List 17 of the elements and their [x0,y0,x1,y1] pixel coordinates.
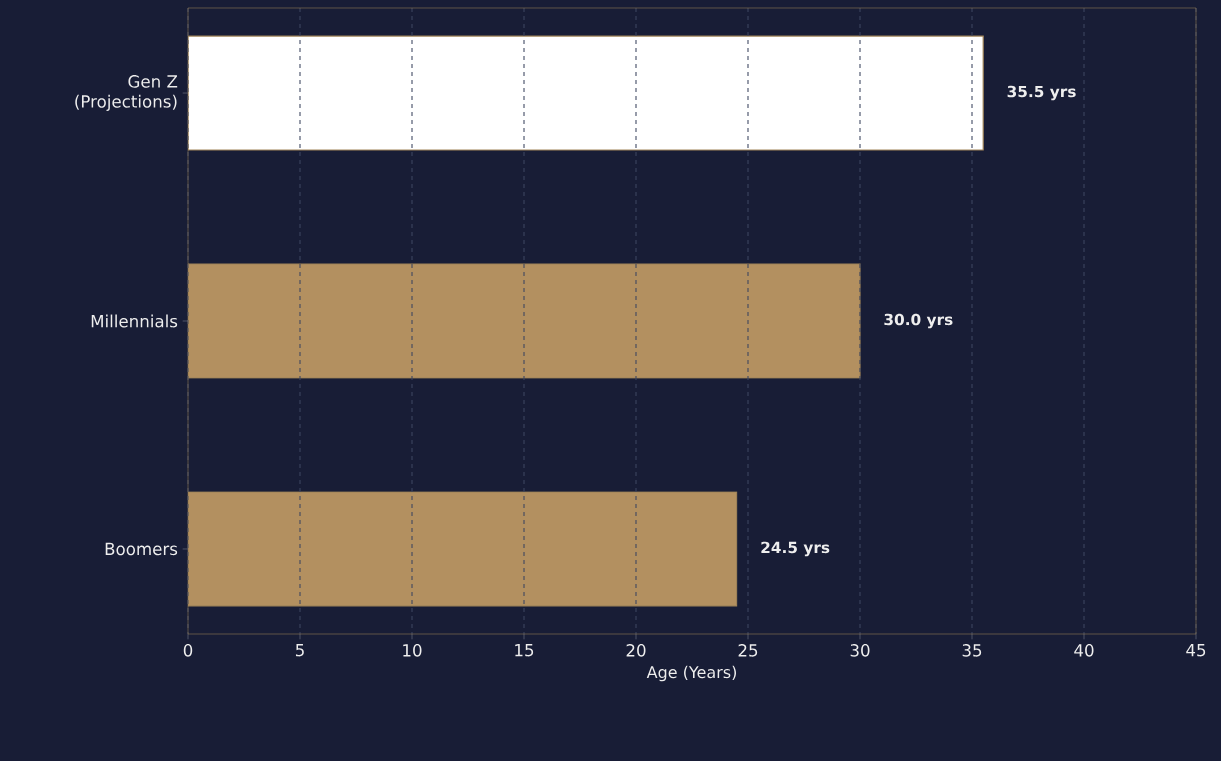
data-label: 35.5 yrs [1007,85,1076,101]
x-tick-label: 5 [295,644,304,657]
data-label: 30.0 yrs [884,313,953,329]
x-tick-label: 20 [626,644,646,657]
y-tick-label: Millennials [91,314,178,328]
x-tick-label: 10 [403,644,422,657]
x-tick-label: 30 [850,644,870,657]
x-tick-label: 40 [1074,644,1094,657]
y-tick-label: Gen Z (Projections) [75,75,178,111]
x-tick-label: 35 [962,644,982,657]
x-tick-label: 45 [1186,644,1206,657]
x-tick-label: 25 [738,644,758,657]
y-tick-label: Boomers [105,542,178,556]
x-axis-title: Age (Years) [646,665,737,682]
x-tick-label: 0 [183,644,193,657]
x-tick-label: 15 [515,644,534,657]
data-label: 24.5 yrs [761,541,830,557]
